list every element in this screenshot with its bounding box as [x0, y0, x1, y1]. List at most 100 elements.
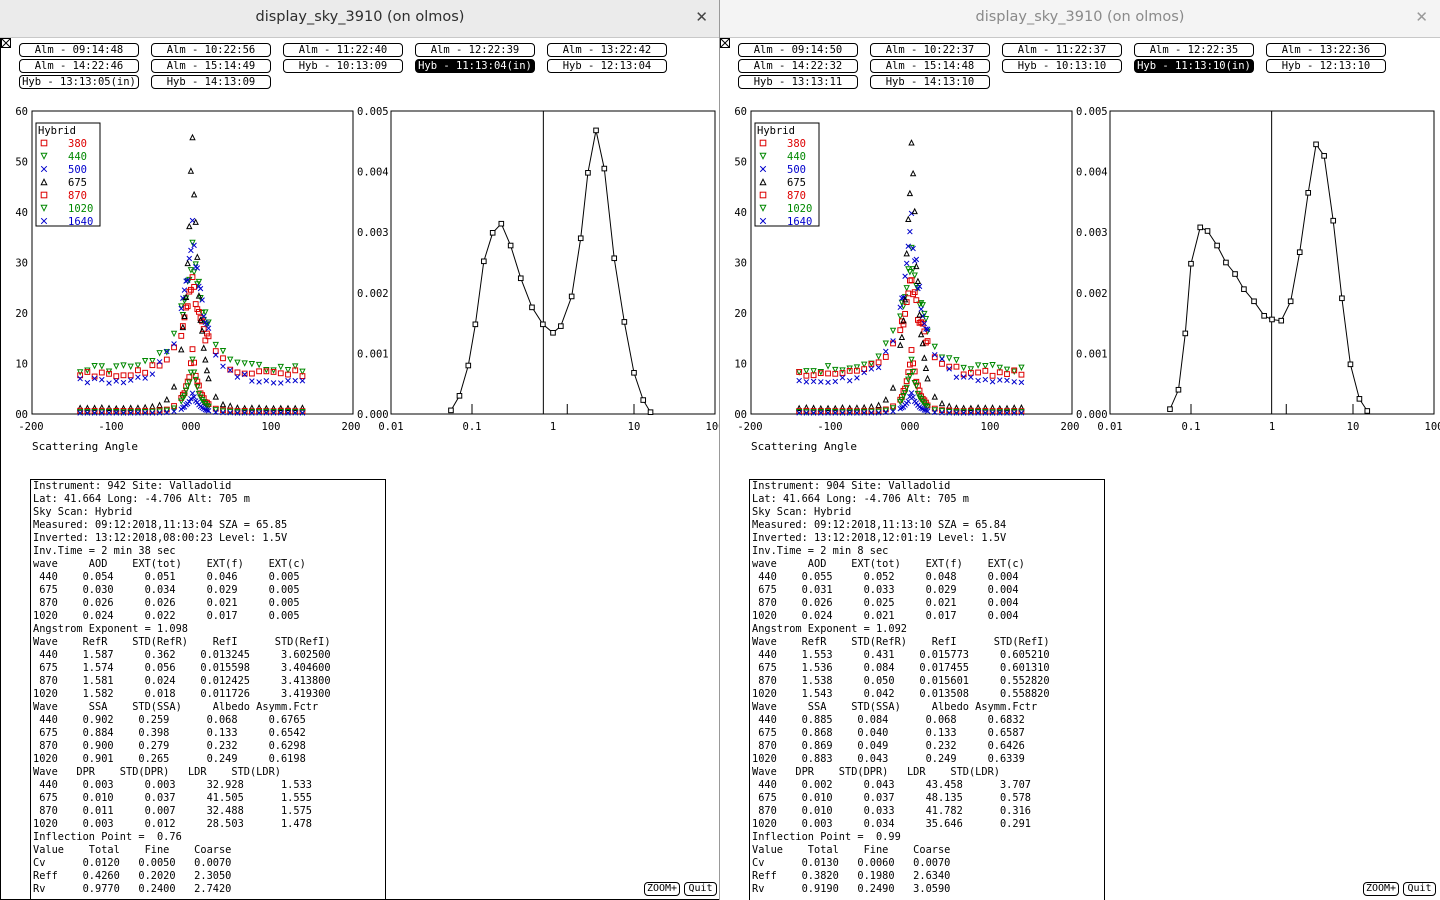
scan-button[interactable]: Hyb - 10:13:09: [283, 59, 403, 73]
inversion-info-text: Instrument: 904 Site: Valladolid Lat: 41…: [752, 480, 1050, 895]
data-point-marker: [810, 378, 817, 385]
data-point-marker: [227, 402, 234, 409]
data-point-marker: [196, 382, 202, 389]
size-distribution-point: [507, 242, 514, 249]
data-point-marker: [99, 376, 105, 383]
data-point-marker: [91, 375, 98, 382]
scan-button[interactable]: Hyb - 13:13:11: [738, 75, 858, 89]
scan-button[interactable]: Alm - 13:22:42: [547, 43, 667, 57]
size-distribution-point: [1296, 249, 1303, 255]
data-point-marker: [882, 354, 889, 360]
data-point-marker: [106, 380, 112, 386]
scan-button[interactable]: Alm - 09:14:48: [19, 43, 139, 57]
scan-button[interactable]: Alm - 11:22:40: [283, 43, 403, 57]
y-tick-label: 10: [15, 359, 28, 371]
data-point-marker: [825, 379, 831, 386]
scan-button[interactable]: Alm - 13:22:36: [1266, 43, 1386, 57]
scan-button[interactable]: Alm - 11:22:37: [1002, 43, 1122, 57]
data-point-marker: [163, 407, 171, 415]
data-point-marker: [194, 384, 201, 391]
data-point-marker: [234, 410, 241, 416]
data-point-marker: [106, 410, 112, 416]
quit-button[interactable]: Quit: [684, 882, 717, 896]
y-tick-label: 0.001: [1076, 348, 1108, 360]
data-point-marker: [192, 301, 199, 307]
size-distribution-point: [1197, 224, 1204, 231]
data-point-marker: [84, 367, 91, 374]
data-point-marker: [975, 410, 981, 416]
data-point-marker: [91, 410, 98, 416]
data-point-marker: [163, 395, 171, 403]
window-titlebar[interactable]: display_sky_3910 (on olmos) ✕: [720, 0, 1440, 38]
data-point-marker: [149, 357, 156, 365]
data-point-marker: [803, 372, 810, 379]
size-distribution-point: [529, 304, 535, 311]
zoom-button[interactable]: ZOOM+: [644, 882, 680, 896]
data-point-marker: [212, 348, 219, 354]
data-point-marker: [127, 404, 134, 411]
scan-button[interactable]: Hyb - 11:13:04(in): [415, 59, 535, 73]
window-title: display_sky_3910 (on olmos): [255, 9, 465, 25]
scan-button[interactable]: Hyb - 10:13:10: [1002, 59, 1122, 73]
data-point-marker: [868, 410, 875, 416]
data-point-marker: [875, 364, 882, 371]
quit-button[interactable]: Quit: [1403, 882, 1436, 896]
data-point-marker: [982, 362, 989, 370]
data-point-marker: [156, 350, 163, 357]
data-point-marker: [219, 400, 227, 408]
data-point-marker: [818, 379, 824, 385]
data-point-marker: [924, 326, 931, 333]
data-point-marker: [249, 410, 255, 416]
data-point-marker: [186, 288, 193, 295]
data-point-marker: [184, 277, 191, 284]
data-point-marker: [263, 367, 270, 374]
scan-button[interactable]: Alm - 12:22:39: [415, 43, 535, 57]
data-point-marker: [299, 410, 306, 416]
corner-x-icon[interactable]: [720, 38, 730, 48]
data-point-marker: [186, 374, 193, 381]
data-point-marker: [875, 353, 882, 360]
scan-button[interactable]: Alm - 14:22:46: [19, 59, 139, 73]
scan-button[interactable]: Alm - 09:14:50: [738, 43, 858, 57]
scan-button[interactable]: Alm - 10:22:37: [870, 43, 990, 57]
scan-button[interactable]: Hyb - 12:13:04: [547, 59, 667, 73]
data-point-marker: [164, 409, 170, 416]
scan-button[interactable]: Hyb - 12:13:10: [1266, 59, 1386, 73]
data-point-marker: [911, 272, 918, 279]
scan-button[interactable]: Alm - 14:22:32: [738, 59, 858, 73]
data-point-marker: [186, 222, 193, 230]
data-point-marker: [897, 327, 904, 334]
data-point-marker: [911, 207, 918, 215]
data-point-marker: [135, 410, 141, 416]
legend-item: 1020: [68, 203, 93, 215]
data-point-marker: [249, 378, 255, 384]
scan-button[interactable]: Hyb - 14:13:09: [151, 75, 271, 89]
scan-button[interactable]: Alm - 12:22:35: [1134, 43, 1254, 57]
size-distribution-point: [601, 165, 608, 172]
zoom-button[interactable]: ZOOM+: [1363, 882, 1399, 896]
data-point-marker: [195, 292, 203, 299]
scatter-series: [76, 133, 306, 416]
size-distribution-point: [1278, 317, 1285, 324]
data-point-marker: [256, 379, 262, 385]
scan-button[interactable]: Hyb - 13:13:05(in): [19, 75, 139, 89]
scan-button[interactable]: Hyb - 14:13:10: [870, 75, 990, 89]
close-icon[interactable]: ✕: [1415, 8, 1428, 26]
corner-x-icon[interactable]: [1, 38, 11, 48]
y-tick-label: 30: [734, 258, 747, 270]
y-tick-label: 60: [15, 106, 28, 118]
y-tick-label: 0.004: [1076, 167, 1108, 179]
data-point-marker: [905, 398, 912, 404]
scan-button[interactable]: Hyb - 11:13:10(in): [1134, 59, 1254, 73]
window-titlebar[interactable]: display_sky_3910 (on olmos) ✕: [0, 0, 719, 38]
data-point-marker: [205, 403, 212, 411]
data-point-marker: [98, 363, 106, 370]
y-tick-label: 0.002: [357, 288, 389, 300]
scan-button[interactable]: Alm - 15:14:49: [151, 59, 271, 73]
data-point-marker: [916, 394, 923, 401]
scan-button[interactable]: Alm - 15:14:48: [870, 59, 990, 73]
data-point-marker: [832, 410, 839, 416]
scan-button[interactable]: Alm - 10:22:56: [151, 43, 271, 57]
close-icon[interactable]: ✕: [695, 8, 708, 26]
data-point-marker: [40, 191, 48, 199]
